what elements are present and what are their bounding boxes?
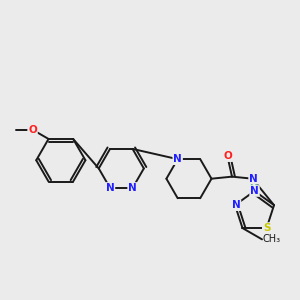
Text: N: N bbox=[106, 183, 114, 193]
Text: CH₃: CH₃ bbox=[262, 234, 280, 244]
Text: S: S bbox=[263, 223, 270, 233]
Text: O: O bbox=[28, 125, 37, 135]
Text: H: H bbox=[250, 184, 258, 194]
Text: N: N bbox=[249, 174, 258, 184]
Text: N: N bbox=[250, 186, 259, 196]
Text: N: N bbox=[128, 183, 137, 193]
Text: O: O bbox=[224, 151, 232, 161]
Text: N: N bbox=[173, 154, 182, 164]
Text: N: N bbox=[232, 200, 240, 210]
